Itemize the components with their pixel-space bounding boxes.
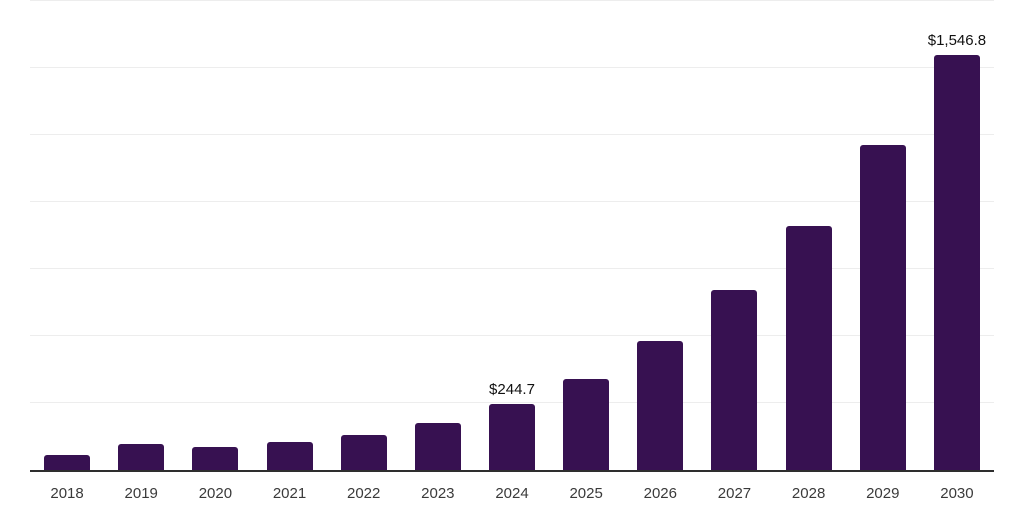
bar-2021 (266, 441, 313, 470)
bar-2019 (118, 444, 165, 470)
gridline-1250 (30, 134, 994, 135)
plot-area: $244.7 $1,546.8 (30, 0, 994, 470)
bar-2018 (44, 455, 91, 470)
bar-2027 (711, 290, 758, 470)
x-tick-label-2029: 2029 (866, 485, 900, 502)
x-tick-label-2021: 2021 (272, 485, 307, 502)
bar-2026 (637, 341, 684, 470)
bar-2023 (414, 422, 461, 470)
gridline-1500 (30, 67, 994, 68)
x-tick-label-2020: 2020 (198, 485, 233, 502)
x-tick-label-2028: 2028 (791, 485, 826, 502)
bar-2029 (859, 144, 906, 470)
x-tick-label-2022: 2022 (347, 485, 381, 502)
x-tick-label-2023: 2023 (421, 485, 455, 502)
x-tick-label-2024: 2024 (495, 485, 529, 502)
x-tick-label-2025: 2025 (569, 485, 603, 502)
bar-2020 (192, 446, 239, 470)
gridline-500 (30, 335, 994, 336)
x-tick-label-2027: 2027 (717, 485, 752, 502)
bar-2024 (489, 404, 535, 470)
gridline-250 (30, 402, 994, 403)
x-tick-label-2030: 2030 (940, 485, 974, 502)
bar-value-label-2024: $244.7 (489, 381, 535, 399)
x-tick-label-2026: 2026 (643, 485, 677, 502)
x-tick-label-2019: 2019 (124, 485, 158, 502)
bar-2022 (340, 435, 387, 470)
bar-2030 (933, 55, 980, 470)
bar-value-label-2030: $1,546.8 (927, 32, 987, 50)
x-tick-label-2018: 2018 (50, 485, 84, 502)
bar-2025 (563, 378, 610, 470)
gridline-750 (30, 268, 994, 269)
gridline-1750 (30, 0, 994, 1)
x-axis-line (30, 470, 994, 472)
bar-2028 (785, 225, 832, 470)
gridline-1000 (30, 201, 994, 202)
